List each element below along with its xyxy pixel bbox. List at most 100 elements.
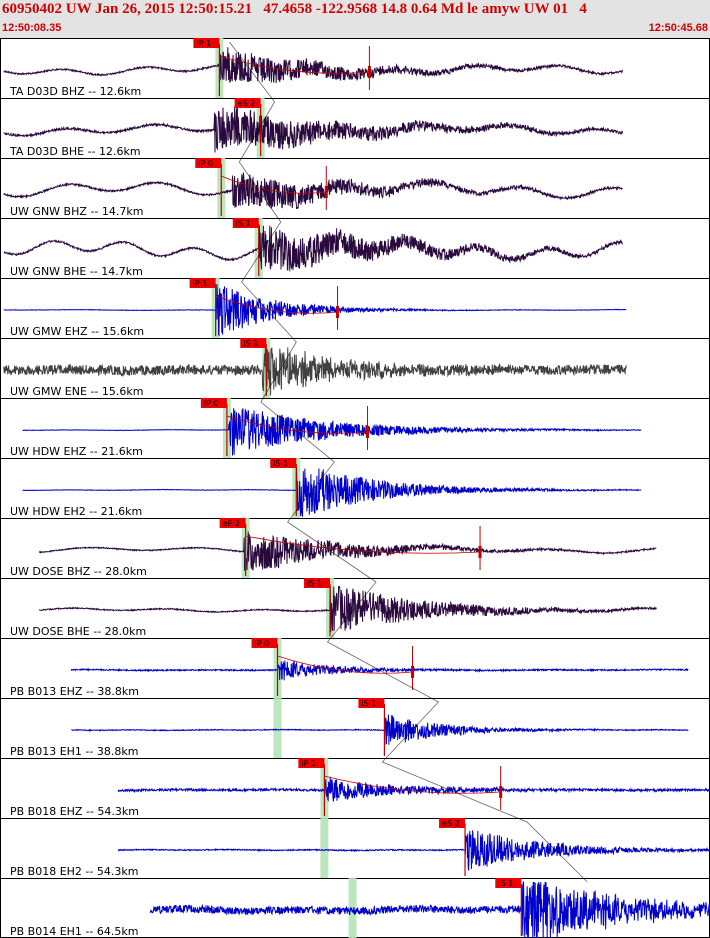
pick-label-box xyxy=(189,278,216,288)
station-label: PB B018 EH2 -- 54.3km xyxy=(10,865,138,878)
coda-marker-bar xyxy=(366,426,370,438)
station-label: PB B013 EH1 -- 38.8km xyxy=(10,745,138,758)
pick-label: iP 0 xyxy=(195,158,222,168)
pick-label: iS 1 xyxy=(240,338,267,348)
pick-label: iP 0 xyxy=(251,638,278,648)
station-label: UW GMW ENE -- 15.6km xyxy=(10,385,143,398)
pick-label-text: iS 1 xyxy=(498,879,513,888)
station-label: PB B014 EH1 -- 64.5km xyxy=(10,925,138,938)
pick-label-box xyxy=(251,638,278,648)
waveform xyxy=(3,346,627,396)
station-label: UW HDW EH2 -- 21.6km xyxy=(10,505,142,518)
trace-row: iP 0 PB B013 EHZ -- 38.8km xyxy=(0,638,710,698)
trace-row: eS 2 TA D03D BHE -- 12.6km xyxy=(0,98,710,158)
station-label: UW HDW EHZ -- 21.6km xyxy=(10,445,143,458)
pick-label-box xyxy=(240,338,267,348)
trace-row: iP 0 UW HDW EHZ -- 21.6km xyxy=(0,398,710,458)
coda-curve xyxy=(226,415,368,434)
trace-row: iP 1 UW GMW EHZ -- 15.6km xyxy=(0,278,710,338)
station-label: PB B018 EHZ -- 54.3km xyxy=(10,805,139,818)
station-label: UW GMW EHZ -- 15.6km xyxy=(10,325,144,338)
pick-label-text: iS 1 xyxy=(236,219,251,228)
station-label: PB B013 EHZ -- 38.8km xyxy=(10,685,139,698)
header-bar: 60950402 UW Jan 26, 2015 12:50:15.21 47.… xyxy=(0,0,710,38)
coda-marker-bar xyxy=(411,666,415,678)
station-label: UW GNW BHE -- 14.7km xyxy=(10,265,143,278)
pick-label: iS 1 xyxy=(270,458,297,468)
pick-label-box xyxy=(270,458,297,468)
trace-row: iP 0 UW GNW BHZ -- 14.7km xyxy=(0,158,710,218)
pick-label-box xyxy=(234,98,261,108)
start-time: 12:50:08.35 xyxy=(2,22,62,34)
pick-label-text: iS 1 xyxy=(243,339,258,348)
pick-label-text: iP 0 xyxy=(204,399,219,408)
waveform xyxy=(3,47,624,84)
pick-label: eS 2 xyxy=(439,818,466,828)
coda-curve xyxy=(324,775,501,794)
trace-row: iS 1 PB B013 EH1 -- 38.8km xyxy=(0,698,710,758)
trace-row: iS 1 PB B014 EH1 -- 64.5km xyxy=(0,878,710,938)
pick-label-box xyxy=(219,518,246,528)
end-time: 12:50:45.68 xyxy=(648,22,708,34)
pick-label: iS 1 xyxy=(232,218,259,228)
pick-label-text: iP 1 xyxy=(193,279,208,288)
waveform xyxy=(22,408,642,456)
waveform xyxy=(70,660,689,681)
pick-label-box xyxy=(232,218,259,228)
pick-label-box xyxy=(439,818,466,828)
waveform xyxy=(22,467,642,517)
pick-label-text: iS 1 xyxy=(307,579,322,588)
pick-label: iS 1 xyxy=(358,698,385,708)
waveform xyxy=(38,585,657,632)
event-title: 60950402 UW Jan 26, 2015 12:50:15.21 47.… xyxy=(2,1,587,17)
coda-marker-bar xyxy=(499,786,503,798)
coda-curve xyxy=(245,535,481,554)
coda-curve xyxy=(221,175,327,194)
station-label: TA D03D BHE -- 12.6km xyxy=(9,145,141,158)
pick-label-text: iP 0 xyxy=(198,159,213,168)
trace-row: IP 1 TA D03D BHZ -- 12.6km xyxy=(3,38,624,98)
coda-marker-bar xyxy=(336,306,340,318)
pick-label-box xyxy=(495,878,522,888)
pick-label-box xyxy=(298,758,325,768)
pick-label-text: eS 2 xyxy=(238,99,256,108)
waveform xyxy=(149,881,710,938)
waveform xyxy=(3,172,623,210)
pick-label: iS 1 xyxy=(495,878,522,888)
trace-row: iS 1 UW HDW EH2 -- 21.6km xyxy=(0,458,710,518)
pick-label-text: iP 0 xyxy=(255,639,270,648)
pick-label-box xyxy=(304,578,331,588)
pick-band xyxy=(273,698,282,758)
pick-label: iP 1 xyxy=(189,278,216,288)
seismogram-panel: IP 1 TA D03D BHZ -- 12.6km eS 2 TA D03D BHE… xyxy=(0,38,710,938)
pick-band xyxy=(320,818,329,878)
pick-label: eP 2 xyxy=(219,518,246,528)
pick-label-box xyxy=(200,398,227,408)
trace-row: iS 1 UW DOSE BHE -- 28.0km xyxy=(0,578,710,638)
pick-label: eS 2 xyxy=(234,98,261,108)
coda-curve xyxy=(215,295,338,314)
pick-label-text: eS 2 xyxy=(442,819,460,828)
waveform xyxy=(3,106,624,153)
coda-curve xyxy=(277,655,413,674)
pick-label-text: iS 1 xyxy=(361,699,376,708)
trace-row: iS 1 UW GMW ENE -- 15.6km xyxy=(0,338,710,398)
trace-row: eS 2 PB B018 EH2 -- 54.3km xyxy=(0,818,710,878)
station-label: UW GNW BHZ -- 14.7km xyxy=(10,205,143,218)
pick-label-box xyxy=(193,38,220,48)
coda-marker-bar xyxy=(324,186,328,198)
pick-label-text: iS 1 xyxy=(273,459,288,468)
station-label: UW DOSE BHZ -- 28.0km xyxy=(10,565,147,578)
waveform xyxy=(38,531,657,571)
trace-row: iS 1 UW GNW BHE -- 14.7km xyxy=(0,218,710,278)
pick-label-text: IP 1 xyxy=(196,39,211,48)
trace-row: eP 2 UW DOSE BHZ -- 28.0km xyxy=(0,518,710,578)
coda-marker-bar xyxy=(478,546,482,558)
pick-band xyxy=(348,878,357,938)
travel-time-curve xyxy=(229,41,588,883)
pick-label: IP 1 xyxy=(193,38,220,48)
coda-curve xyxy=(219,55,370,74)
waveform xyxy=(117,776,710,803)
pick-label: iP 1 xyxy=(298,758,325,768)
waveform xyxy=(3,225,624,272)
